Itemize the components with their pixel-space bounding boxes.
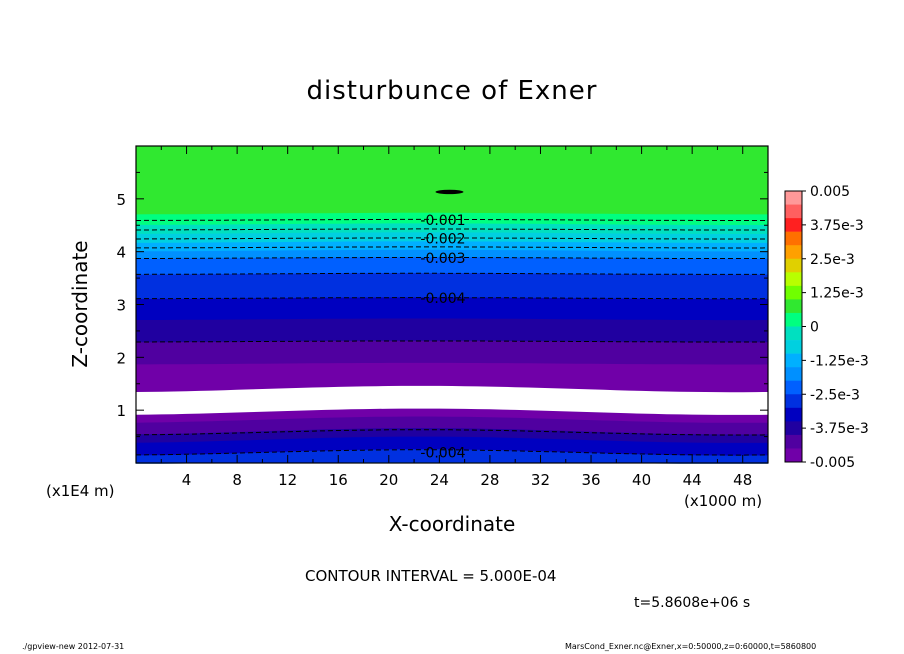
contour-bands: [136, 146, 768, 464]
contour-line-4: [136, 257, 768, 259]
contour-label-1: -0.002: [420, 231, 465, 247]
colorbar-cell-2: [785, 218, 802, 232]
x-tick-label-16: 16: [329, 471, 348, 489]
colorbar-label-4: 0: [810, 320, 819, 336]
colorbar-cell-9: [785, 312, 802, 327]
contour-interval: CONTOUR INTERVAL = 5.000E-04: [305, 567, 557, 585]
contour-label-3: -0.004: [420, 291, 465, 307]
contour-label-4: -0.004: [420, 445, 465, 461]
x-tick-label-40: 40: [632, 471, 651, 489]
contour-line-9: [135, 449, 769, 456]
colorbar-label-6: -2.5e-3: [810, 387, 860, 403]
colorbar-label-1: 3.75e-3: [810, 218, 864, 234]
colorbar-label-7: -3.75e-3: [810, 421, 869, 437]
x-tick-label-4: 4: [182, 471, 192, 489]
colorbar-cell-13: [785, 367, 802, 381]
colorbar-cell-14: [785, 380, 802, 395]
x-tick-label-24: 24: [430, 471, 449, 489]
contour-labels: -0.001 -0.002 -0.003 -0.004 -0.004: [420, 213, 465, 461]
colorbar-cell-18: [785, 434, 802, 449]
x-tick-label-28: 28: [480, 471, 499, 489]
contour-closed-cell: [435, 189, 464, 195]
x-axis-ticks: 4 8 12 16 20 24 28 32 36 40 44 48: [160, 146, 752, 489]
y-axis-ticks: 1 2 3 4 5: [116, 171, 768, 438]
colorbar-cell-3: [785, 231, 802, 246]
y-tick-label-5: 5: [116, 191, 126, 209]
x-tick-label-32: 32: [531, 471, 550, 489]
x-tick-label-48: 48: [733, 471, 752, 489]
contour-line-6: [135, 297, 768, 300]
contour-line-2: [135, 237, 768, 240]
chart-title: disturbunce of Exner: [306, 76, 598, 106]
contour-line-0: [135, 218, 768, 221]
colorbar-cell-1: [785, 204, 802, 219]
contour-label-0: -0.001: [420, 213, 465, 229]
x-tick-label-20: 20: [379, 471, 398, 489]
x-axis-label: X-coordinate: [388, 512, 516, 536]
contour-line-7: [136, 340, 768, 343]
x-tick-label-36: 36: [581, 471, 600, 489]
colorbar-cell-15: [785, 394, 802, 409]
band-16: [136, 449, 768, 463]
y-axis-label: Z-coordinate: [68, 240, 92, 368]
y-axis-unit: (x1E4 m): [46, 482, 115, 500]
x-tick-label-44: 44: [683, 471, 702, 489]
x-axis-unit: (x1000 m): [684, 492, 763, 510]
colorbar-cell-0: [785, 191, 802, 205]
colorbar-cell-7: [785, 285, 802, 300]
colorbar-cell-11: [785, 340, 802, 354]
footer-source: MarsCond_Exner.nc@Exner,x=0:50000,z=0:60…: [565, 642, 817, 651]
x-tick-label-8: 8: [232, 471, 242, 489]
y-tick-label-3: 3: [116, 297, 126, 315]
contour-lines: [135, 189, 769, 456]
colorbar-label-8: -0.005: [810, 455, 855, 471]
colorbar-cell-6: [785, 272, 802, 287]
time-label: t=5.8608e+06 s: [634, 595, 751, 611]
contour-line-5: [135, 272, 768, 275]
colorbar-label-3: 1.25e-3: [810, 286, 864, 302]
colorbar-cell-10: [785, 326, 802, 341]
colorbar-label-0: 0.005: [810, 184, 850, 200]
contour-line-8: [135, 429, 769, 436]
colorbar-label-2: 2.5e-3: [810, 252, 855, 268]
contour-label-2: -0.003: [420, 251, 465, 267]
colorbar-cell-17: [785, 421, 802, 436]
footer-program: ./gpview-new 2012-07-31: [22, 642, 125, 651]
colorbar-cell-16: [785, 407, 802, 422]
y-tick-label-1: 1: [116, 402, 126, 420]
colorbar-cell-12: [785, 353, 802, 368]
colorbar-cell-19: [785, 448, 802, 463]
colorbar-label-5: -1.25e-3: [810, 353, 869, 369]
x-tick-label-12: 12: [278, 471, 297, 489]
colorbar-cell-4: [785, 245, 802, 260]
contour-line-3: [136, 246, 769, 249]
colorbar-cell-8: [785, 299, 802, 314]
colorbar: 0.005 3.75e-3 2.5e-3 1.25e-3 0 -1.25e-3 -2.5e-…: [784, 184, 869, 471]
colorbar-cell-5: [785, 258, 802, 273]
y-tick-label-4: 4: [116, 244, 126, 262]
y-tick-label-2: 2: [116, 349, 126, 367]
contour-line-1: [136, 228, 768, 231]
